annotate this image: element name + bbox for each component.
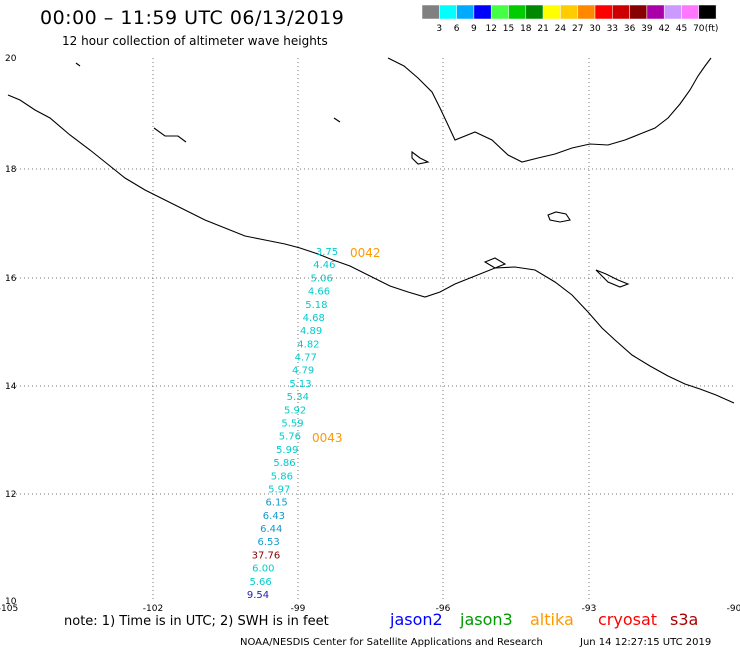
colorbar-swatch (681, 4, 700, 20)
lat-tick-label: 18 (5, 165, 17, 175)
lon-tick-label: -93 (582, 604, 597, 614)
wave-height-value: 5.86 (271, 471, 293, 482)
lat-tick-label: 16 (5, 274, 17, 284)
wave-height-value: 5.86 (273, 458, 295, 469)
lon-tick-label: -90 (727, 604, 740, 614)
map-subtitle: 12 hour collection of altimeter wave hei… (62, 34, 328, 48)
wave-height-value: 5.99 (276, 445, 298, 456)
colorbar-unit: (ft) (705, 24, 719, 34)
colorbar-label: 21 (537, 24, 548, 34)
pass-label: 0043 (312, 431, 343, 445)
coastline (7, 57, 735, 404)
satellite-name: cryosat (598, 610, 657, 629)
satellite-legend: jason2 jason3 altika cryosat s3a (389, 610, 698, 629)
colorbar: 3 6 9 12 15 18 21 24 27 30 33 36 39 42 45 70 (ft) (421, 4, 719, 34)
pass-label: 0042 (350, 246, 381, 260)
wave-height-value: 6.53 (257, 537, 279, 548)
wave-height-value: 5.97 (268, 484, 290, 495)
colorbar-label: 12 (485, 24, 496, 34)
wave-height-value: 4.66 (308, 287, 330, 298)
colorbar-swatch (612, 4, 630, 20)
credit-text: NOAA/NESDIS Center for Satellite Applica… (240, 637, 543, 648)
satellite-name: altika (530, 610, 574, 629)
wave-height-value: 5.06 (311, 273, 333, 284)
colorbar-swatch (473, 4, 492, 20)
colorbar-swatch (663, 4, 682, 20)
wave-height-value: 4.77 (295, 353, 317, 364)
colorbar-swatch (490, 4, 509, 20)
colorbar-swatch (646, 4, 665, 20)
satellite-name: jason3 (459, 610, 513, 629)
wave-height-value: 5.13 (289, 379, 311, 390)
wave-height-labels: 3.75 4.46 5.06 4.66 5.18 4.68 4.89 4.82 4.77 4.79… (247, 247, 338, 601)
lat-tick-label: 20 (5, 54, 17, 64)
wave-height-value: 6.15 (265, 498, 287, 509)
satellite-name: jason2 (389, 610, 443, 629)
colorbar-label: 33 (607, 24, 618, 34)
colorbar-swatch (698, 4, 717, 20)
colorbar-swatch (594, 4, 613, 20)
colorbar-label: 27 (572, 24, 583, 34)
wave-height-value: 6.44 (260, 524, 282, 535)
wave-height-value: 5.92 (284, 405, 306, 416)
colorbar-label: 45 (676, 24, 687, 34)
colorbar-label: 18 (520, 24, 532, 34)
axis-labels: -105 -102 -99 -96 -93 -90 20 18 16 14 12 10 (0, 54, 740, 614)
wave-height-value: 9.54 (247, 590, 269, 601)
colorbar-swatch (560, 4, 578, 20)
wave-height-value: 6.00 (252, 564, 274, 575)
wave-height-value: 3.75 (316, 247, 338, 258)
wave-height-value: 5.59 (281, 419, 303, 430)
colorbar-label: 36 (624, 24, 636, 34)
colorbar-label: 42 (658, 24, 669, 34)
colorbar-label: 30 (589, 24, 601, 34)
colorbar-label: 9 (471, 24, 477, 34)
colorbar-label: 24 (555, 24, 567, 34)
colorbar-label: 6 (454, 24, 460, 34)
colorbar-swatch (456, 4, 475, 20)
wave-height-value: 4.89 (300, 326, 322, 337)
colorbar-swatch (508, 4, 527, 20)
lat-tick-label: 10 (5, 597, 17, 607)
wave-height-value: 37.76 (252, 550, 281, 561)
wave-height-value: 5.76 (279, 432, 301, 443)
colorbar-swatch (421, 4, 440, 20)
colorbar-label: 3 (436, 24, 442, 34)
footer-note: note: 1) Time is in UTC; 2) SWH is in fe… (64, 614, 329, 629)
colorbar-swatch (629, 4, 648, 20)
colorbar-swatch (439, 4, 457, 20)
colorbar-swatch (525, 4, 544, 20)
colorbar-label: 39 (641, 24, 653, 34)
lon-tick-label: -99 (291, 604, 306, 614)
lon-tick-label: -105 (0, 604, 18, 614)
wave-height-value: 4.82 (297, 339, 319, 350)
colorbar-swatch (542, 4, 561, 20)
colorbar-swatch (577, 4, 596, 20)
wave-height-value: 4.46 (313, 260, 335, 271)
wave-height-value: 6.43 (263, 511, 285, 522)
timestamp-text: Jun 14 12:27:15 UTC 2019 (579, 637, 711, 648)
lon-tick-label: -102 (143, 604, 163, 614)
wave-height-value: 5.34 (287, 392, 309, 403)
lon-tick-label: -96 (436, 604, 451, 614)
lat-tick-label: 12 (5, 490, 16, 500)
colorbar-label: 15 (503, 24, 514, 34)
wave-height-value: 5.18 (305, 300, 327, 311)
satellite-name: s3a (670, 610, 698, 629)
map-title: 00:00 – 11:59 UTC 06/13/2019 (40, 7, 345, 29)
wave-height-value: 5.66 (250, 577, 272, 588)
colorbar-label: 70 (693, 24, 705, 34)
wave-height-value: 4.79 (292, 366, 314, 377)
wave-height-value: 4.68 (303, 313, 325, 324)
lat-tick-label: 14 (5, 382, 17, 392)
